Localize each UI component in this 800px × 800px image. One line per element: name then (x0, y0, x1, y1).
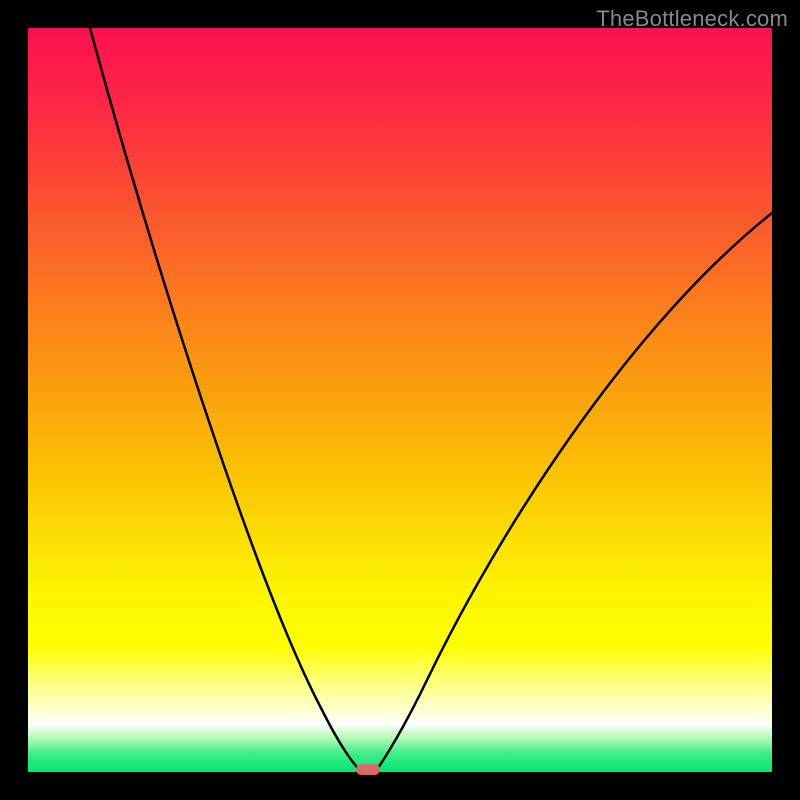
border-left (0, 28, 28, 772)
bottleneck-curve (28, 28, 772, 772)
watermark-text: TheBottleneck.com (596, 6, 788, 32)
optimal-marker (356, 764, 380, 775)
chart-canvas: TheBottleneck.com (0, 0, 800, 800)
border-right (772, 28, 800, 772)
border-bottom (0, 772, 800, 800)
